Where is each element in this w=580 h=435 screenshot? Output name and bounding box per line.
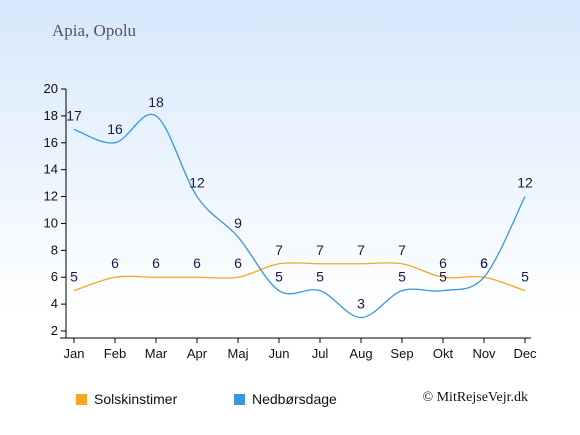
data-label-rain-Jan: 17 (66, 107, 82, 123)
y-tick-label-14: 14 (44, 162, 58, 177)
data-label-sun-Jan: 5 (70, 269, 78, 285)
data-label-sun-Mar: 6 (152, 255, 160, 271)
y-tick-label-16: 16 (44, 135, 58, 150)
legend-label-rain: Nedbørsdage (252, 391, 337, 407)
x-tick-label-Aug: Aug (349, 346, 372, 361)
x-tick-label-Feb: Feb (104, 346, 126, 361)
legend-label-sun: Solskinstimer (94, 391, 178, 407)
y-tick-label-12: 12 (44, 189, 58, 204)
x-tick-label-Dec: Dec (513, 346, 537, 361)
data-label-rain-Sep: 5 (398, 269, 406, 285)
x-tick-label-Apr: Apr (187, 346, 208, 361)
x-tick-label-Sep: Sep (390, 346, 413, 361)
y-tick-label-20: 20 (44, 81, 58, 96)
data-label-rain-Dec: 12 (517, 175, 533, 191)
y-tick-label-6: 6 (51, 269, 58, 284)
data-label-rain-Jul: 5 (316, 269, 324, 285)
data-label-rain-Nov: 6 (480, 255, 488, 271)
y-tick-label-2: 2 (51, 323, 58, 338)
y-tick-label-18: 18 (44, 108, 58, 123)
legend-swatch-rain (234, 393, 245, 405)
data-label-sun-Sep: 7 (398, 242, 406, 258)
x-tick-label-Jan: Jan (64, 346, 85, 361)
series-line-sun (73, 262, 526, 292)
data-label-rain-Feb: 16 (107, 121, 123, 137)
legend-item-rain: Nedbørsdage (234, 390, 337, 408)
data-label-rain-Apr: 12 (189, 175, 205, 191)
chart-title: Apia, Opolu (52, 21, 137, 40)
data-label-rain-Okt: 5 (439, 269, 447, 285)
data-label-sun-Aug: 7 (357, 242, 365, 258)
data-label-sun-Okt: 6 (439, 255, 447, 271)
copyright-credit: © MitRejseVejr.dk (422, 390, 528, 405)
y-tick-label-8: 8 (51, 242, 58, 257)
legend-item-sun: Solskinstimer (76, 390, 177, 408)
data-label-rain-Mar: 18 (148, 94, 164, 110)
data-label-rain-Aug: 3 (357, 296, 365, 312)
x-tick-label-Nov: Nov (472, 346, 496, 361)
series-line-rain (73, 113, 526, 319)
data-label-sun-Feb: 6 (111, 255, 119, 271)
data-label-sun-Jul: 7 (316, 242, 324, 258)
x-tick-label-Jul: Jul (312, 346, 329, 361)
data-label-rain-Maj: 9 (234, 215, 242, 231)
legend-swatch-sun (76, 393, 87, 405)
x-tick-label-Jun: Jun (269, 346, 290, 361)
data-label-sun-Apr: 6 (193, 255, 201, 271)
data-label-sun-Jun: 7 (275, 242, 283, 258)
x-tick-label-Mar: Mar (145, 346, 168, 361)
x-tick-label-Okt: Okt (433, 346, 454, 361)
y-tick-label-4: 4 (51, 296, 58, 311)
x-tick-label-Maj: Maj (228, 346, 249, 361)
data-label-sun-Dec: 5 (521, 269, 529, 285)
data-label-rain-Jun: 5 (275, 269, 283, 285)
data-label-sun-Maj: 6 (234, 255, 242, 271)
data-label-sun-Nov: 6 (480, 255, 488, 271)
y-tick-label-10: 10 (44, 215, 58, 230)
